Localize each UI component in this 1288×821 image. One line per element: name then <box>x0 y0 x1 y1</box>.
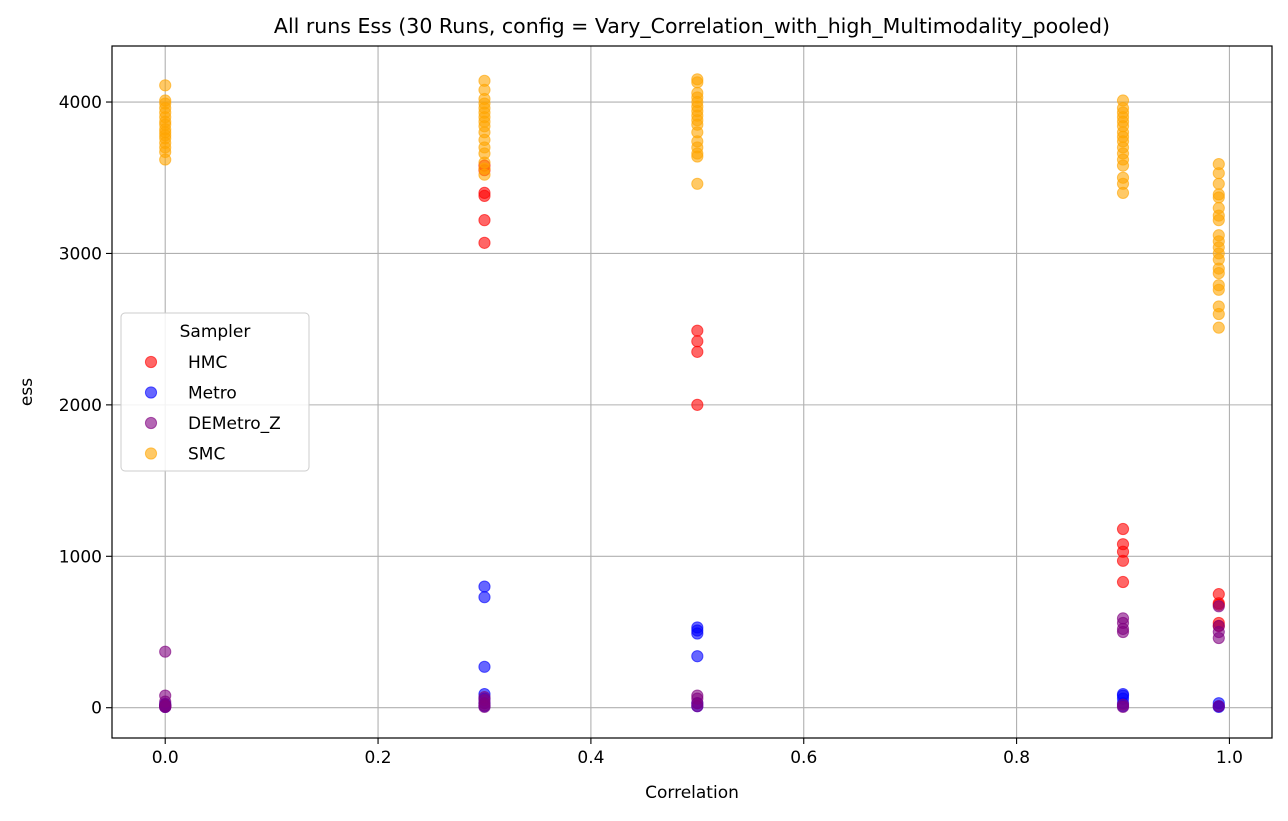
x-tick-label: 0.6 <box>790 748 817 768</box>
legend-marker-hmc <box>144 355 158 369</box>
hmc-point <box>691 345 704 358</box>
smc-point <box>478 168 491 181</box>
smc-point <box>691 150 704 163</box>
x-axis-label: Correlation <box>645 783 739 803</box>
demetro-z-point <box>1212 600 1225 613</box>
smc-point <box>1212 283 1225 296</box>
hmc-point <box>691 398 704 411</box>
smc-point <box>1212 307 1225 321</box>
hmc-point <box>691 324 704 337</box>
metro-point <box>691 650 704 663</box>
legend: Sampler HMC Metro DEMetro_Z SMC <box>120 312 310 472</box>
hmc-point <box>478 236 491 249</box>
legend-label-hmc: HMC <box>188 353 227 373</box>
smc-point <box>691 177 704 190</box>
demetro-z-point <box>1116 700 1130 714</box>
x-tick-label: 1.0 <box>1216 748 1243 768</box>
smc-point <box>1116 159 1130 172</box>
hmc-point <box>1116 554 1130 567</box>
axis-ticks: 0.0 0.2 0.4 0.6 0.8 1.0 0 1000 2000 3000 4000 <box>59 93 1243 768</box>
legend-marker-metro <box>144 386 158 399</box>
smc-point <box>691 76 704 89</box>
demetro-z-point <box>691 700 704 713</box>
x-tick-label: 0.0 <box>152 748 179 768</box>
x-tick-label: 0.2 <box>365 748 392 768</box>
hmc-point <box>691 335 704 348</box>
demetro-z-point <box>1116 625 1130 639</box>
hmc-point <box>1116 522 1130 536</box>
smc-point <box>1212 191 1225 204</box>
demetro-z-point <box>478 700 491 714</box>
smc-point <box>1212 267 1225 280</box>
metro-point <box>478 660 491 673</box>
y-tick-label: 1000 <box>59 547 102 567</box>
smc-point <box>1212 321 1225 334</box>
hmc-point <box>478 189 491 203</box>
hmc-point <box>478 214 491 227</box>
smc-point <box>1212 177 1225 190</box>
y-tick-label: 4000 <box>59 93 102 113</box>
legend-box <box>120 312 310 472</box>
smc-point <box>159 79 172 92</box>
y-tick-label: 2000 <box>59 396 102 416</box>
data-points <box>159 73 1225 714</box>
legend-label-metro: Metro <box>188 384 237 404</box>
legend-label-smc: SMC <box>188 445 225 465</box>
demetro-z-point <box>1212 700 1225 713</box>
x-tick-label: 0.4 <box>577 748 604 768</box>
legend-title: Sampler <box>180 322 251 342</box>
y-tick-label: 0 <box>91 699 102 719</box>
legend-marker-demetro-z <box>144 416 158 430</box>
metro-point <box>478 591 491 604</box>
legend-label-demetro-z: DEMetro_Z <box>188 414 281 434</box>
demetro-z-point <box>159 645 172 658</box>
metro-point <box>478 580 491 593</box>
y-axis-label: ess <box>17 378 37 406</box>
metro-point <box>691 627 704 640</box>
smc-point <box>1116 186 1130 199</box>
x-tick-label: 0.8 <box>1003 748 1030 768</box>
y-tick-label: 3000 <box>59 244 102 264</box>
legend-entries: HMC Metro DEMetro_Z SMC <box>144 353 281 465</box>
plot-frame <box>111 45 1273 739</box>
legend-marker-smc <box>144 447 158 460</box>
smc-point <box>1212 167 1225 180</box>
chart-title: All runs Ess (30 Runs, config = Vary_Cor… <box>274 14 1110 39</box>
smc-point <box>1212 214 1225 227</box>
demetro-z-point <box>1212 631 1225 645</box>
hmc-point <box>1116 575 1130 589</box>
demetro-z-point <box>159 700 172 714</box>
smc-point <box>159 153 172 166</box>
